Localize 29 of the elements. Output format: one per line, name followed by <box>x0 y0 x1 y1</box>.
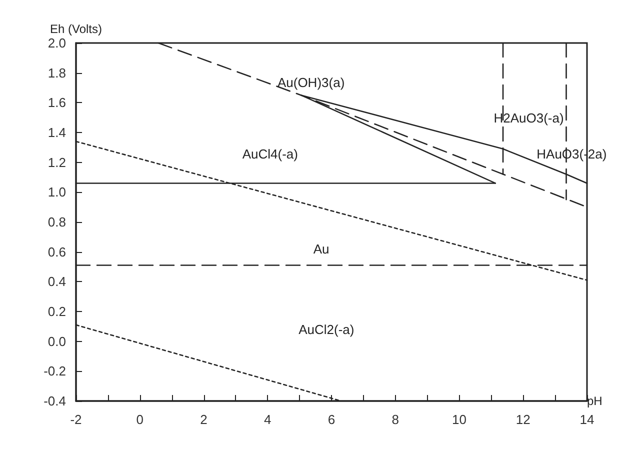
y-tick-label: 1.0 <box>48 184 66 200</box>
y-tick-label: 1.2 <box>48 154 66 170</box>
y-tick-label: -0.2 <box>44 364 66 379</box>
x-tick-label: 0 <box>136 412 144 427</box>
x-tick-label: 14 <box>580 412 594 427</box>
y-tick-label: 0.2 <box>48 304 66 319</box>
x-tick-label: 2 <box>200 412 208 427</box>
x-tick-label: 12 <box>516 412 530 427</box>
x-tick-label: 8 <box>392 412 399 427</box>
y-axis-title: Eh (Volts) <box>50 22 102 36</box>
x-tick-label: 10 <box>452 412 466 427</box>
y-tick-label: 1.6 <box>48 95 66 110</box>
y-tick-label: 2.0 <box>48 36 66 50</box>
annotation: AuCl4(-a) <box>242 146 298 162</box>
y-tick-label: 0.6 <box>48 244 66 260</box>
y-tick-label: 1.8 <box>48 65 66 80</box>
annotation: Au(OH)3(a) <box>277 74 345 90</box>
annotation: H2AuO3(-a) <box>494 110 564 126</box>
y-tick-label: 0.0 <box>48 334 66 349</box>
y-tick-label: 1.4 <box>48 125 66 140</box>
x-tick-label: 4 <box>264 412 272 427</box>
y-tick-label: 0.4 <box>48 274 66 290</box>
x-axis-title: pH <box>587 394 602 408</box>
y-tick-label: -0.4 <box>44 394 66 408</box>
x-tick-label: 6 <box>328 412 336 427</box>
y-tick-label: 0.8 <box>48 214 66 230</box>
annotation: Au <box>313 241 330 256</box>
annotation: AuCl2(-a) <box>298 322 354 337</box>
x-tick-label: -2 <box>70 412 82 427</box>
